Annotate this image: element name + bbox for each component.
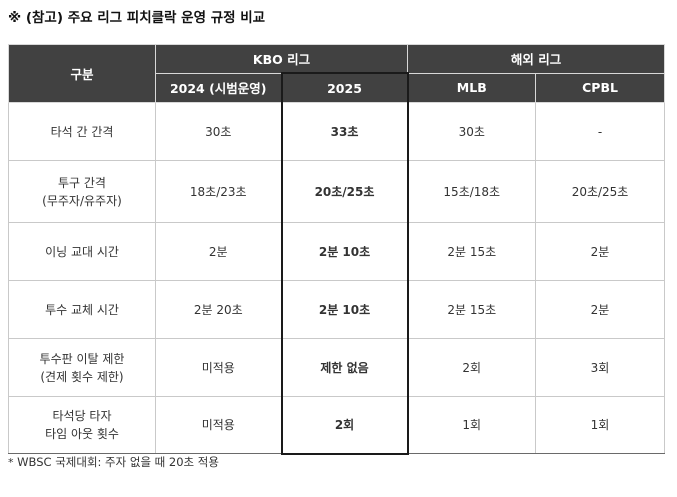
comparison-table: 구분 KBO 리그 해외 리그 2024 (시범운영) 2025 MLB CPB… [8,44,666,455]
row-label-line1: 투수 교체 시간 [45,302,119,317]
row-label: 타석 간 간격 [8,102,156,161]
header-cpbl: CPBL [535,72,666,103]
cell-2025: 2분 10초 [280,222,409,281]
cell-cpbl: 1회 [535,396,666,454]
header-mlb: MLB [407,72,537,103]
row-label: 투구 간격 (무주자/유주자) [8,160,156,223]
cell-2025: 2분 10초 [280,280,409,339]
table-body: 타석 간 간격 30초 33초 30초 - 투구 간격 (무주자/유주자) 18초… [8,102,666,455]
cell-2025: 제한 없음 [280,338,409,397]
cell-2024: 미적용 [155,396,282,454]
cell-2025: 20초/25초 [280,160,409,223]
cell-mlb: 15초/18초 [407,160,537,223]
header-2024: 2024 (시범운영) [155,72,282,103]
cell-2024: 18초/23초 [155,160,282,223]
row-label-line2: (견제 횟수 제한) [40,369,124,384]
table-row: 타석 간 간격 30초 33초 30초 - [8,102,666,161]
footnote: * WBSC 국제대회: 주자 없을 때 20초 적용 [8,454,219,470]
table-row: 이닝 교대 시간 2분 2분 10초 2분 15초 2분 [8,222,666,281]
header-category: 구분 [8,44,156,103]
row-label-line1: 타석 간 간격 [50,124,114,139]
table-header: 구분 KBO 리그 해외 리그 2024 (시범운영) 2025 MLB CPB… [8,44,666,103]
header-overseas-league: 해외 리그 [407,44,666,74]
header-2025: 2025 [280,72,409,103]
table-row: 투수 교체 시간 2분 20초 2분 10초 2분 15초 2분 [8,280,666,339]
row-label-line1: 투수판 이탈 제한 [39,351,125,366]
cell-2024: 미적용 [155,338,282,397]
cell-2024: 2분 20초 [155,280,282,339]
header-row-columns: 2024 (시범운영) 2025 MLB CPBL [9,72,666,103]
row-label: 이닝 교대 시간 [8,222,156,281]
header-kbo-league: KBO 리그 [154,44,409,74]
page-title: ※ (참고) 주요 리그 피치클락 운영 규정 비교 [8,10,266,26]
cell-mlb: 2분 15초 [407,222,537,281]
header-row-groups: 구분 KBO 리그 해외 리그 [8,44,666,103]
table-row: 투수판 이탈 제한 (견제 횟수 제한) 미적용 제한 없음 2회 3회 [8,338,666,397]
cell-cpbl: 2분 [535,222,666,281]
table-row: 투구 간격 (무주자/유주자) 18초/23초 20초/25초 15초/18초 2… [8,160,666,223]
cell-2025: 2회 [280,396,409,455]
row-label-line1: 이닝 교대 시간 [45,244,119,259]
cell-2024: 2분 [155,222,282,281]
footnote-mark: * [8,456,14,469]
row-label: 투수판 이탈 제한 (견제 횟수 제한) [8,338,156,397]
cell-mlb: 2분 15초 [407,280,537,339]
cell-2024: 30초 [155,102,282,161]
row-label-line1: 타석당 타자 [52,409,112,423]
cell-cpbl: 3회 [535,338,666,397]
row-label: 투수 교체 시간 [8,280,156,339]
row-label-line2: 타임 아웃 횟수 [45,427,119,441]
cell-cpbl: - [535,102,666,161]
row-label-line1: 투구 간격 [58,175,106,190]
cell-cpbl: 2분 [535,280,666,339]
footnote-text: WBSC 국제대회: 주자 없을 때 20초 적용 [13,455,219,469]
cell-2025: 33초 [280,102,409,161]
cell-cpbl: 20초/25초 [535,160,666,223]
cell-mlb: 30초 [407,102,537,161]
row-label-line2: (무주자/유주자) [42,193,122,208]
cell-mlb: 1회 [407,396,537,454]
cell-mlb: 2회 [407,338,537,397]
